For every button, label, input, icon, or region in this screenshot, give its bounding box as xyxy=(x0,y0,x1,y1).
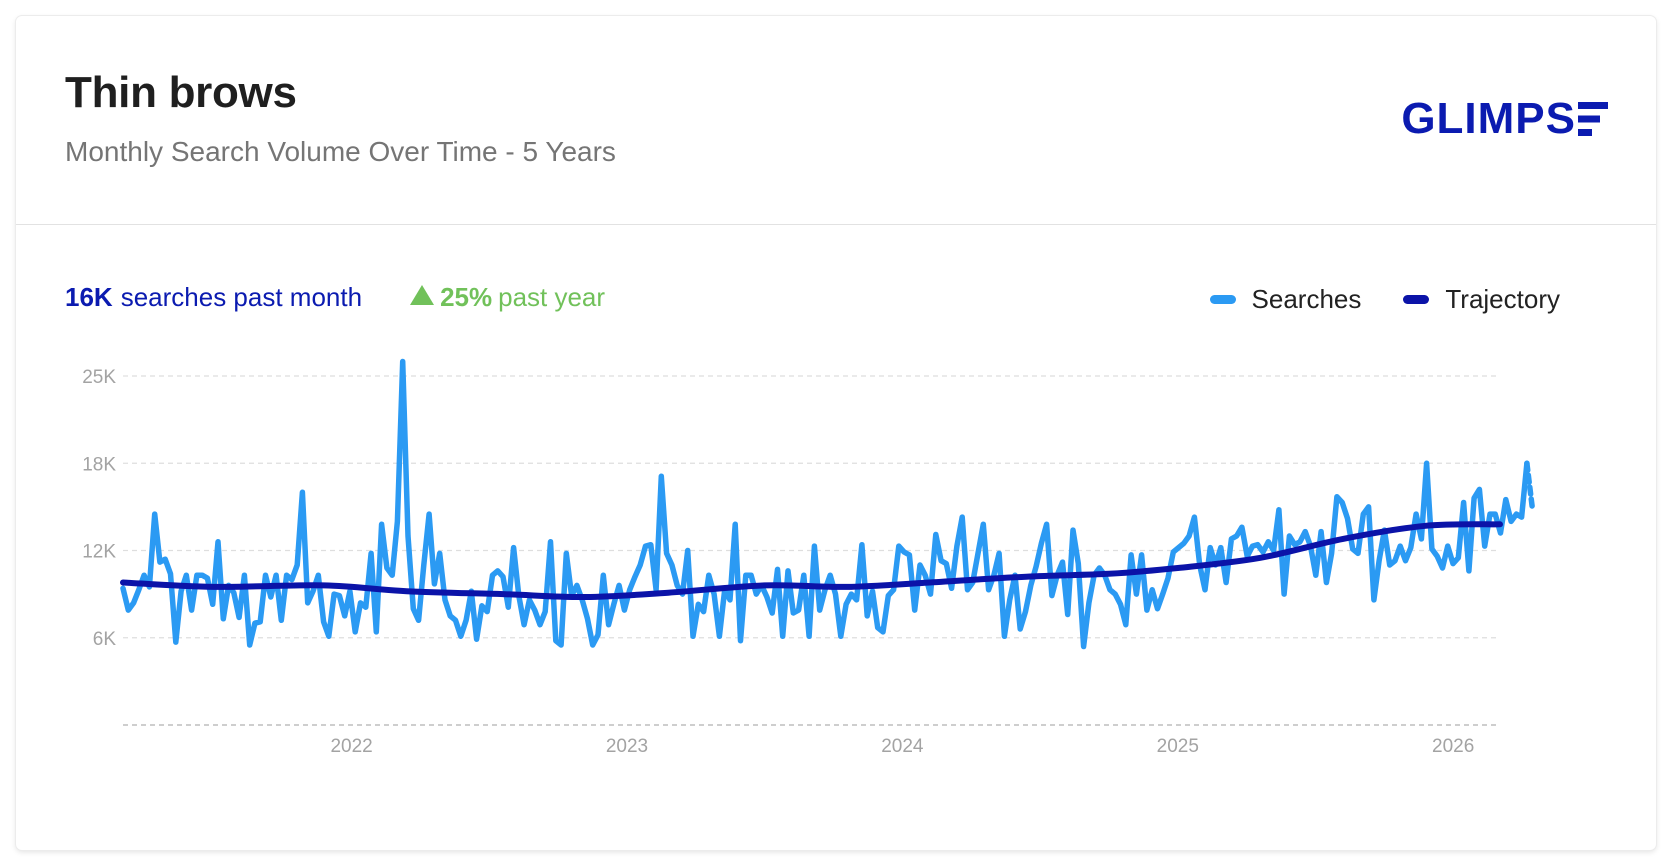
growth-value: 25% xyxy=(440,282,493,312)
legend-swatch-searches xyxy=(1209,295,1236,304)
y-tick-label: 25K xyxy=(82,367,116,388)
y-tick-label: 6K xyxy=(93,629,117,650)
growth-label: past year xyxy=(498,282,606,312)
chart-card: Thin brows Monthly Search Volume Over Ti… xyxy=(16,16,1656,850)
logo-text: GLIMPS xyxy=(1401,94,1576,143)
y-tick-label: 18K xyxy=(82,454,116,475)
trajectory-series-line xyxy=(120,521,1503,601)
x-tick-label: 2022 xyxy=(330,736,372,757)
trend-up-icon xyxy=(410,285,435,305)
searches-label: searches past month xyxy=(120,282,363,312)
searches-stat: 16K searches past month xyxy=(65,282,362,313)
legend-item-trajectory[interactable]: Trajectory xyxy=(1403,284,1560,315)
summary-stats: 16K searches past month 25% past year xyxy=(65,282,605,313)
logo-e-mark-icon xyxy=(1578,102,1608,136)
x-tick-label: 2025 xyxy=(1157,736,1199,757)
chart-legend: Searches Trajectory xyxy=(1168,284,1560,315)
x-tick-label: 2024 xyxy=(881,736,924,757)
legend-swatch-trajectory xyxy=(1403,295,1430,304)
card-header: Thin brows Monthly Search Volume Over Ti… xyxy=(16,16,1656,225)
growth-stat: 25% past year xyxy=(410,282,605,313)
searches-projected-segment xyxy=(1524,460,1535,510)
searches-value: 16K xyxy=(65,282,113,312)
legend-item-searches[interactable]: Searches xyxy=(1209,284,1362,315)
page-subtitle: Monthly Search Volume Over Time - 5 Year… xyxy=(65,136,616,167)
y-tick-label: 12K xyxy=(82,542,116,563)
page-title: Thin brows xyxy=(65,68,297,117)
glimpse-logo[interactable]: GLIMPS xyxy=(1401,94,1608,144)
legend-label-trajectory: Trajectory xyxy=(1445,284,1560,314)
legend-label-searches: Searches xyxy=(1251,284,1362,314)
searches-series-line xyxy=(120,358,1530,650)
search-volume-chart: 6K 12K 18K 25K 2022 2023 2024 2025 2026 xyxy=(82,358,1535,757)
x-tick-label: 2023 xyxy=(606,736,648,757)
x-tick-label: 2026 xyxy=(1432,736,1474,757)
